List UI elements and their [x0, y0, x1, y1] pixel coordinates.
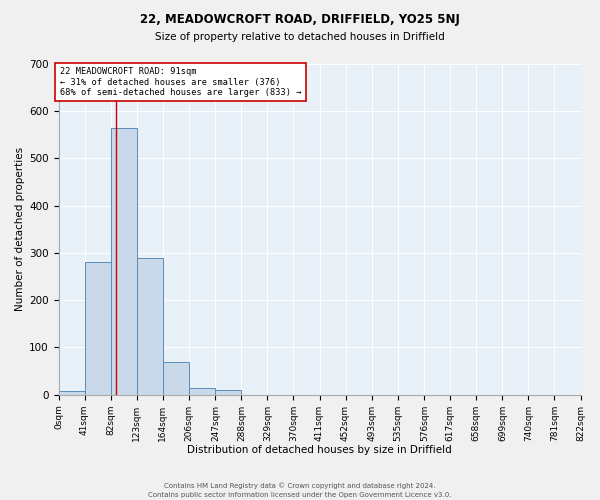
Text: Contains public sector information licensed under the Open Government Licence v3: Contains public sector information licen… [148, 492, 452, 498]
Text: Contains HM Land Registry data © Crown copyright and database right 2024.: Contains HM Land Registry data © Crown c… [164, 482, 436, 489]
Bar [215, 390, 241, 394]
Text: Size of property relative to detached houses in Driffield: Size of property relative to detached ho… [155, 32, 445, 42]
Bar [110, 128, 137, 394]
Bar [163, 362, 188, 394]
Bar [137, 258, 163, 394]
Bar [190, 388, 215, 394]
X-axis label: Distribution of detached houses by size in Driffield: Distribution of detached houses by size … [187, 445, 452, 455]
Text: 22, MEADOWCROFT ROAD, DRIFFIELD, YO25 5NJ: 22, MEADOWCROFT ROAD, DRIFFIELD, YO25 5N… [140, 12, 460, 26]
Bar [85, 262, 110, 394]
Bar [59, 391, 85, 394]
Y-axis label: Number of detached properties: Number of detached properties [15, 148, 25, 312]
Text: 22 MEADOWCROFT ROAD: 91sqm
← 31% of detached houses are smaller (376)
68% of sem: 22 MEADOWCROFT ROAD: 91sqm ← 31% of deta… [60, 68, 301, 97]
